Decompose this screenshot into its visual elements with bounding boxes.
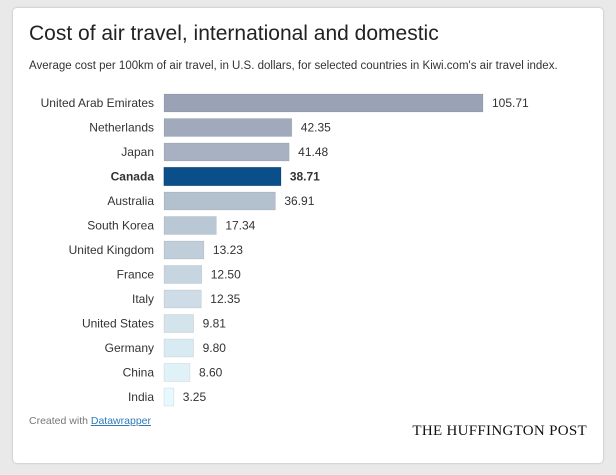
bar-china — [163, 363, 191, 382]
value-label-germany: 9.80 — [203, 341, 227, 355]
bar-japan — [163, 142, 290, 162]
chart-title: Cost of air travel, international and do… — [29, 22, 439, 45]
category-label-china: China — [123, 366, 155, 380]
category-label-united-states: United States — [82, 317, 154, 331]
value-label-china: 8.60 — [199, 366, 223, 380]
category-label-south-korea: South Korea — [87, 219, 154, 233]
chart-card: Cost of air travel, international and do… — [13, 8, 603, 463]
bar-south-korea — [163, 216, 217, 235]
bar-netherlands — [163, 118, 293, 137]
bar-australia — [163, 191, 276, 211]
bar-united-states — [163, 314, 194, 333]
category-label-france: France — [117, 268, 155, 282]
value-label-netherlands: 42.35 — [301, 121, 331, 135]
bar-germany — [163, 338, 194, 358]
category-label-united-arab-emirates: United Arab Emirates — [41, 96, 154, 110]
value-label-united-arab-emirates: 105.71 — [492, 96, 529, 110]
created-with-credit: Created with Datawrapper — [29, 415, 151, 427]
category-label-canada: Canada — [111, 170, 155, 184]
bar-united-arab-emirates — [163, 93, 484, 113]
bar-canada — [163, 167, 282, 186]
category-label-australia: Australia — [107, 194, 154, 208]
bar-united-kingdom — [163, 240, 205, 260]
value-label-france: 12.50 — [211, 268, 241, 282]
value-label-india: 3.25 — [183, 390, 207, 404]
datawrapper-link[interactable]: Datawrapper — [90, 415, 151, 427]
value-label-south-korea: 17.34 — [225, 219, 255, 233]
category-label-united-kingdom: United Kingdom — [69, 243, 154, 257]
value-label-australia: 36.91 — [284, 194, 314, 208]
value-label-canada: 38.71 — [290, 170, 320, 184]
bar-france — [163, 265, 203, 284]
created-with-label: Created with — [29, 415, 88, 427]
category-label-italy: Italy — [132, 292, 154, 306]
value-label-united-kingdom: 13.23 — [213, 243, 243, 257]
value-label-united-states: 9.81 — [203, 317, 227, 331]
category-label-netherlands: Netherlands — [89, 121, 154, 135]
category-label-germany: Germany — [105, 341, 154, 355]
bar-india — [163, 387, 175, 407]
huffington-post-logo: THE HUFFINGTON POST — [412, 423, 587, 439]
category-label-india: India — [128, 390, 154, 404]
category-label-japan: Japan — [121, 145, 154, 159]
value-label-italy: 12.35 — [210, 292, 240, 306]
bar-italy — [163, 289, 202, 309]
chart-subtitle: Average cost per 100km of air travel, in… — [29, 60, 558, 72]
bar-chart: United Arab Emirates 105.71 Netherlands 42.… — [41, 93, 529, 407]
value-label-japan: 41.48 — [298, 145, 328, 159]
